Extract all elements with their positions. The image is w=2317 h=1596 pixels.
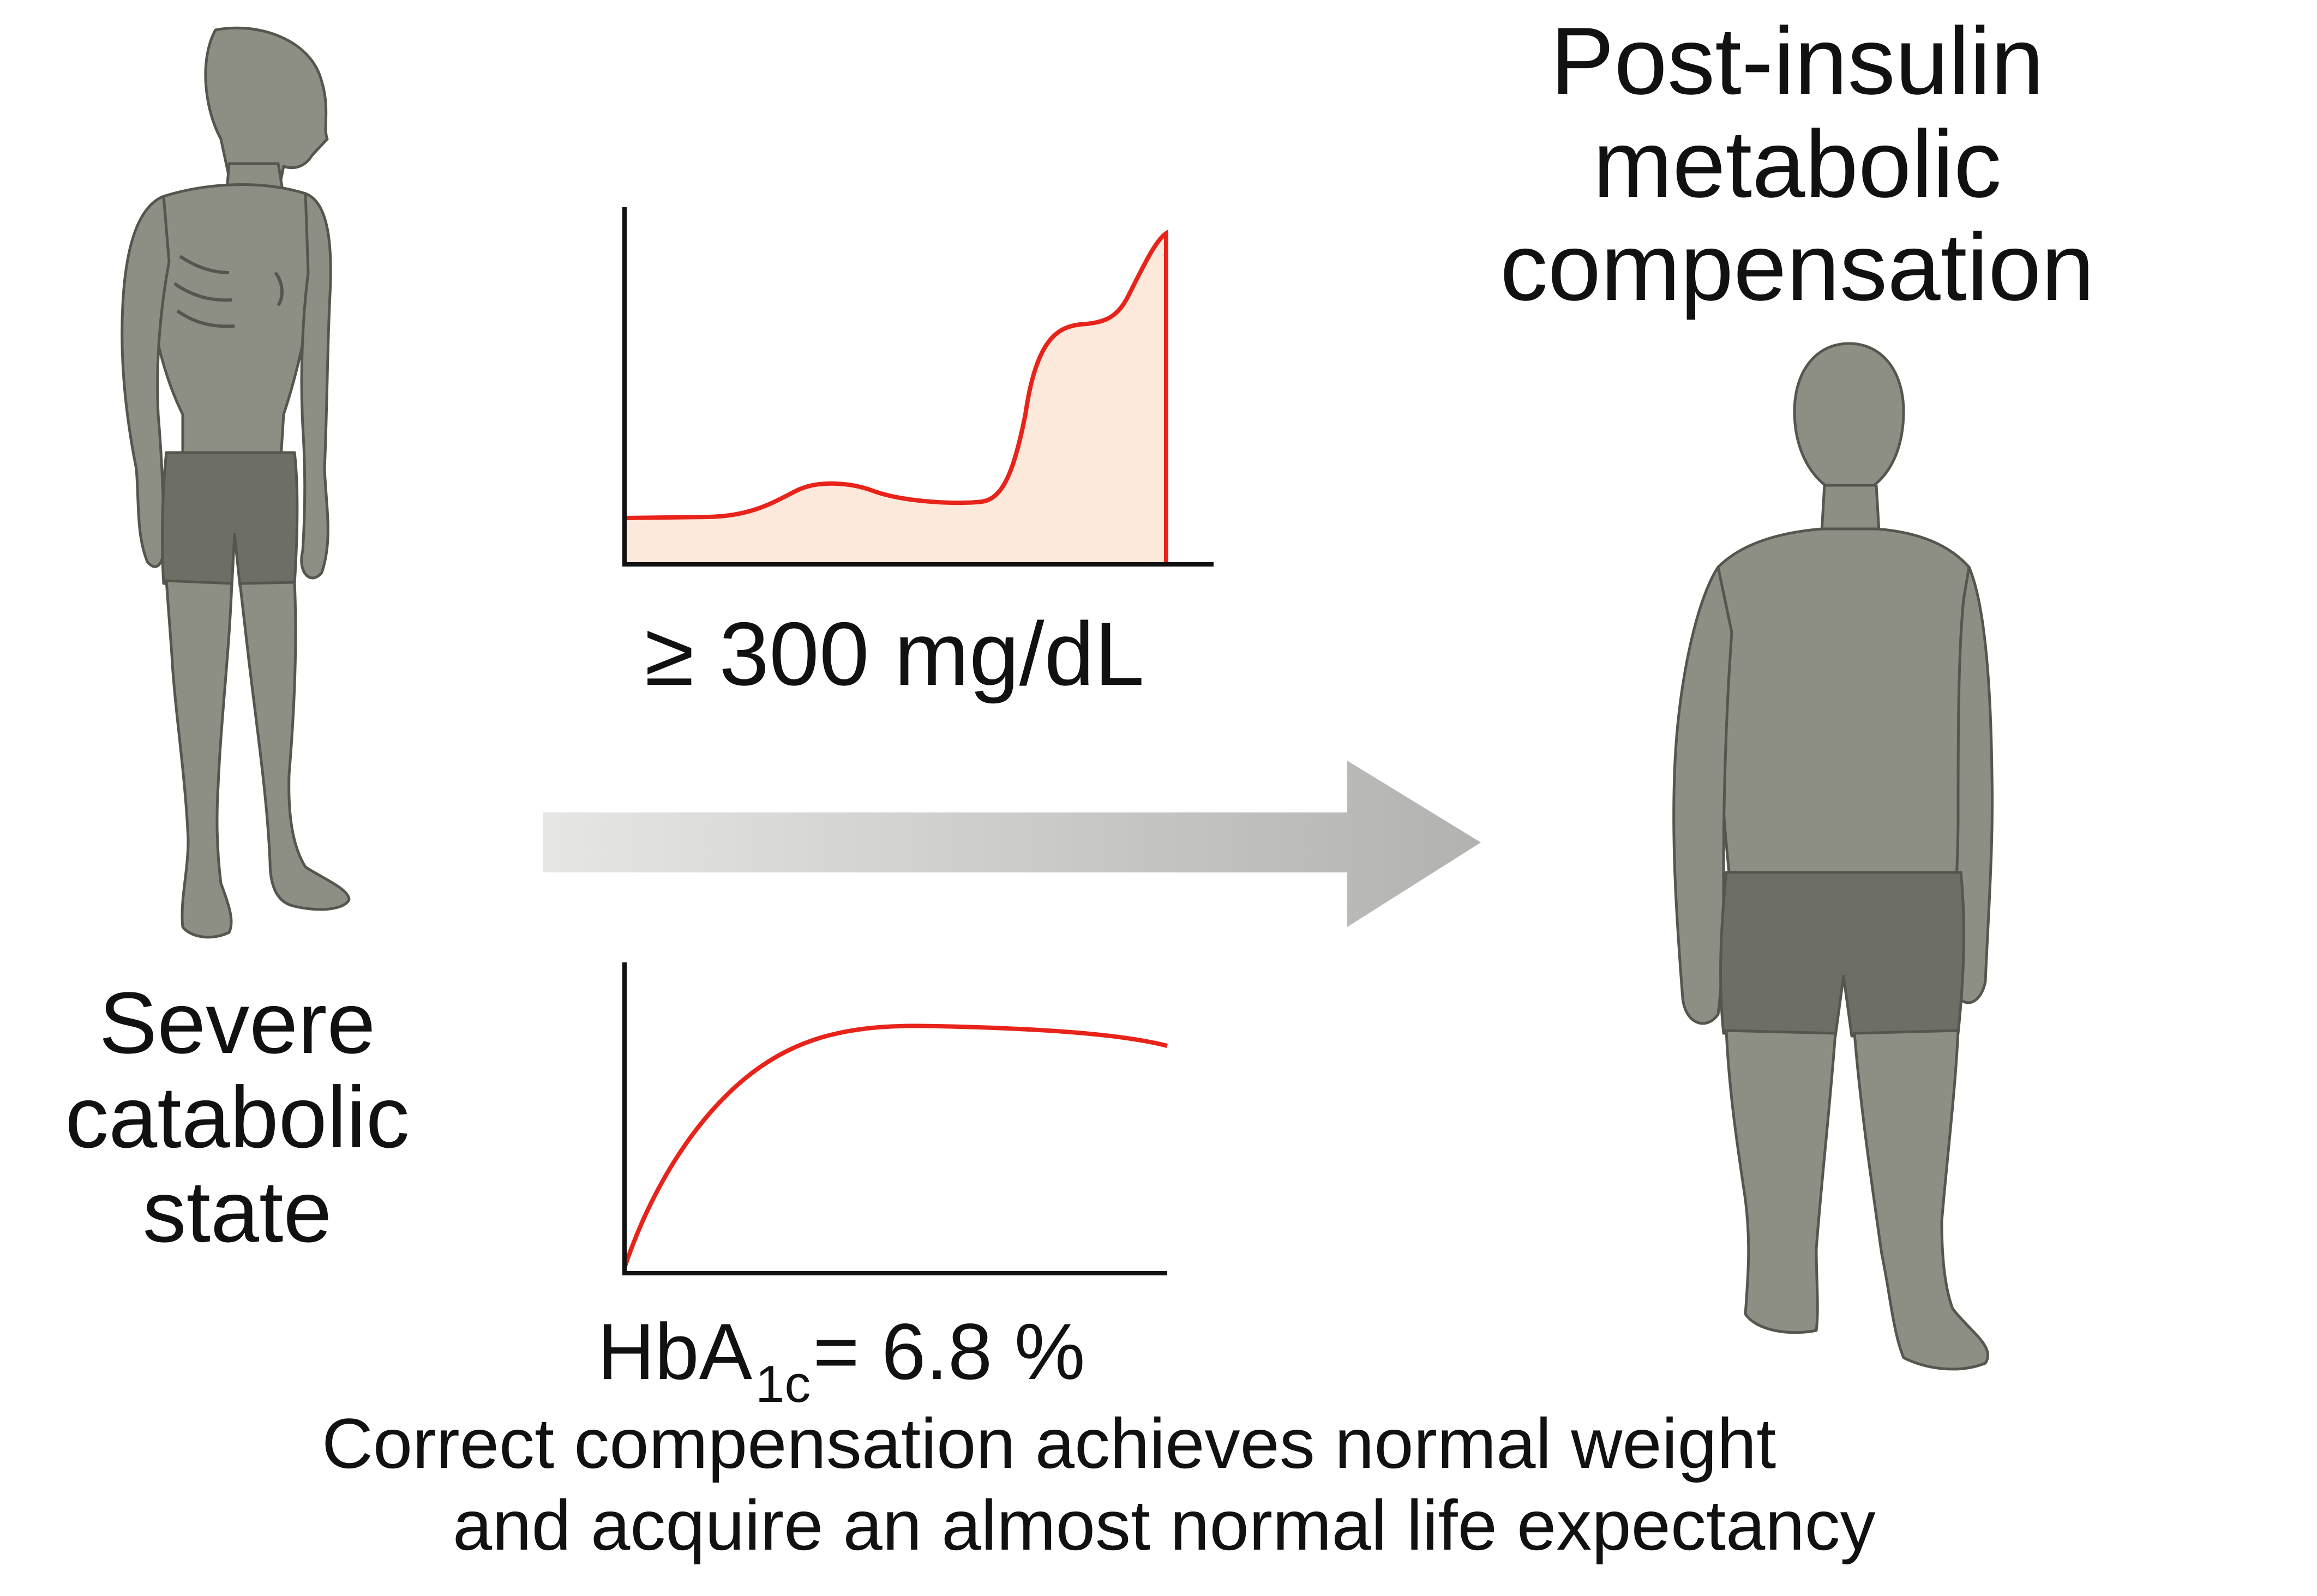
caption-line-2: and acquire an almost normal life expect… — [453, 1485, 1876, 1565]
glucose-curve-fill — [625, 233, 1166, 564]
hba1c-curve — [622, 1023, 1168, 1269]
progression-arrow — [543, 761, 1481, 927]
right-figure-label: Post-insulin metabolic compensation — [1500, 8, 2094, 321]
hba1c-chart-axes — [622, 962, 1167, 1275]
left-figure-label: Severe catabolic state — [65, 974, 410, 1260]
thin-person-figure — [121, 26, 351, 939]
hba1c-prefix: HbA — [597, 1307, 753, 1396]
caption-line-1: Correct compensation achieves normal wei… — [322, 1404, 1776, 1483]
glucose-threshold-label: ≥ 300 mg/dL — [644, 604, 1145, 704]
hba1c-value-label: HbA 1c = 6.8 % — [597, 1306, 1085, 1413]
hba1c-suffix: = 6.8 % — [813, 1307, 1085, 1396]
glucose-chart — [622, 207, 1214, 567]
glucose-curve — [624, 229, 1168, 564]
healthy-person-figure — [1672, 342, 1994, 1371]
hba1c-chart — [622, 962, 1168, 1275]
glucose-chart-axes — [622, 207, 1214, 567]
hba1c-subscript: 1c — [755, 1355, 811, 1413]
